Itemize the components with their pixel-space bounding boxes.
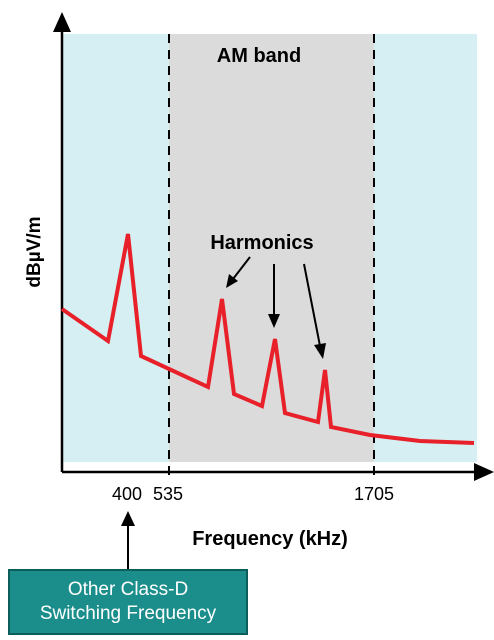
- harmonic-arrow-1: [226, 256, 251, 288]
- am-band-region: [169, 34, 374, 462]
- harmonic-arrow-2: [268, 264, 280, 328]
- callout-line-1: Other Class-D: [67, 579, 189, 600]
- y-axis-label: dBµV/m: [24, 216, 45, 287]
- x-tick-400: 400: [112, 484, 142, 504]
- spectrum-trace: [60, 233, 475, 445]
- y-axis-arrowhead: [53, 12, 71, 32]
- harmonics-label: Harmonics: [210, 232, 313, 254]
- x-tick-535: 535: [153, 484, 183, 504]
- x-tick-1705: 1705: [354, 484, 394, 504]
- callout-line-2: Switching Frequency: [39, 603, 217, 624]
- x-axis-arrowhead: [474, 463, 494, 481]
- am-band-label: AM band: [217, 45, 301, 67]
- switching-frequency-arrow: [121, 511, 135, 569]
- harmonic-arrow-3: [303, 263, 326, 359]
- left-band-region: [62, 34, 169, 462]
- x-axis-label: Frequency (kHz): [192, 528, 348, 550]
- switching-frequency-callout: Other Class-D Switching Frequency: [8, 569, 248, 635]
- right-band-region: [374, 34, 477, 462]
